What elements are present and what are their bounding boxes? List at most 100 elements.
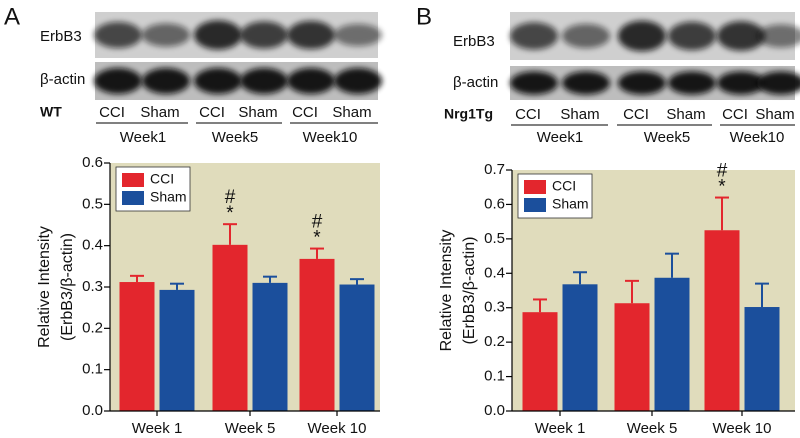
lane-label: CCI bbox=[99, 104, 125, 121]
x-tick-label: Week 1 bbox=[535, 420, 586, 437]
blot-band bbox=[717, 21, 765, 51]
legend-swatch bbox=[122, 191, 144, 205]
blot-band bbox=[287, 20, 335, 50]
y-tick-label: 0.4 bbox=[82, 237, 103, 254]
legend-swatch bbox=[524, 180, 546, 194]
blot-band bbox=[562, 71, 610, 95]
blot-band bbox=[94, 68, 142, 94]
week-label: Week5 bbox=[212, 129, 258, 146]
significance-marker: * bbox=[718, 177, 726, 198]
blot-band bbox=[562, 23, 610, 49]
legend-swatch bbox=[122, 173, 144, 187]
week-label: Week1 bbox=[537, 129, 583, 146]
blot-band bbox=[142, 68, 190, 94]
x-tick-label: Week 10 bbox=[308, 420, 367, 437]
y-tick-label: 0.1 bbox=[484, 368, 505, 385]
bar bbox=[654, 277, 690, 411]
lane-label: Sham bbox=[238, 104, 277, 121]
legend-swatch bbox=[524, 198, 546, 212]
legend-label: CCI bbox=[150, 171, 174, 187]
x-tick-label: Week 10 bbox=[713, 420, 772, 437]
y-tick-label: 0.4 bbox=[484, 264, 505, 281]
lane-label: Sham bbox=[560, 106, 599, 123]
week-label: Week10 bbox=[730, 129, 785, 146]
blot-row-label: β-actin bbox=[453, 74, 498, 91]
bar bbox=[704, 230, 740, 411]
blot-band bbox=[240, 68, 288, 94]
blot-band bbox=[668, 71, 716, 95]
lane-label: Sham bbox=[140, 104, 179, 121]
y-tick-label: 0.5 bbox=[484, 230, 505, 247]
y-tick-label: 0.2 bbox=[82, 319, 103, 336]
y-tick-label: 0.6 bbox=[82, 154, 103, 171]
significance-marker: * bbox=[226, 203, 234, 224]
blot-band bbox=[287, 68, 335, 94]
y-tick-label: 0.1 bbox=[82, 361, 103, 378]
lane-label: CCI bbox=[292, 104, 318, 121]
legend-label: Sham bbox=[150, 189, 187, 205]
y-tick-label: 0.3 bbox=[82, 278, 103, 295]
significance-marker: * bbox=[313, 228, 321, 249]
blot-row-label: β-actin bbox=[40, 71, 85, 88]
blot-band bbox=[142, 23, 190, 47]
week-label: Week5 bbox=[644, 129, 690, 146]
x-tick-label: Week 5 bbox=[225, 420, 276, 437]
y-tick-label: 0.2 bbox=[484, 333, 505, 350]
blot-row-label: ErbB3 bbox=[453, 33, 495, 50]
blot-band bbox=[240, 21, 288, 49]
bar bbox=[252, 282, 288, 411]
y-axis-label: (ErbB3/β-actin) bbox=[461, 237, 478, 345]
lane-label: Sham bbox=[755, 106, 794, 123]
strain-label: Nrg1Tg bbox=[444, 106, 493, 122]
y-axis-label: Relative Intensity bbox=[36, 226, 53, 348]
bar bbox=[212, 244, 248, 411]
bar bbox=[522, 312, 558, 411]
x-tick-label: Week 1 bbox=[132, 420, 183, 437]
blot-band bbox=[510, 22, 558, 50]
bar bbox=[744, 307, 780, 411]
lane-label: CCI bbox=[199, 104, 225, 121]
bar bbox=[339, 284, 375, 411]
x-tick-label: Week 5 bbox=[627, 420, 678, 437]
y-axis-label: Relative Intensity bbox=[438, 230, 455, 352]
week-label: Week10 bbox=[303, 129, 358, 146]
bar bbox=[159, 289, 195, 411]
blot-band bbox=[668, 21, 716, 51]
y-axis-label: (ErbB3/β-actin) bbox=[59, 233, 76, 341]
lane-label: Sham bbox=[666, 106, 705, 123]
panel-letter: A bbox=[4, 3, 20, 30]
bar bbox=[562, 284, 598, 411]
blot-band bbox=[757, 24, 800, 48]
bar bbox=[614, 303, 650, 411]
y-tick-label: 0.5 bbox=[82, 195, 103, 212]
lane-label: CCI bbox=[623, 106, 649, 123]
panel-letter: B bbox=[416, 3, 432, 30]
blot-band bbox=[194, 20, 242, 50]
y-tick-label: 0.6 bbox=[484, 195, 505, 212]
week-label: Week1 bbox=[120, 129, 166, 146]
y-tick-label: 0.0 bbox=[82, 402, 103, 419]
lane-label: CCI bbox=[515, 106, 541, 123]
legend-label: CCI bbox=[552, 178, 576, 194]
significance-marker: # bbox=[225, 187, 236, 208]
blot-row-label: ErbB3 bbox=[40, 28, 82, 45]
blot-band bbox=[717, 71, 765, 95]
y-tick-label: 0.3 bbox=[484, 299, 505, 316]
lane-label: CCI bbox=[722, 106, 748, 123]
legend-label: Sham bbox=[552, 196, 589, 212]
bar bbox=[119, 282, 155, 411]
significance-marker: # bbox=[312, 212, 323, 233]
y-tick-label: 0.0 bbox=[484, 402, 505, 419]
y-tick-label: 0.7 bbox=[484, 161, 505, 178]
blot-band bbox=[510, 71, 558, 95]
blot-band bbox=[334, 68, 382, 94]
significance-marker: # bbox=[717, 161, 728, 182]
blot-band bbox=[334, 23, 382, 47]
blot-band bbox=[94, 21, 142, 49]
blot-band bbox=[618, 71, 666, 95]
bar bbox=[299, 258, 335, 411]
blot-band bbox=[618, 20, 666, 52]
blot-band bbox=[194, 68, 242, 94]
blot-band bbox=[757, 71, 800, 95]
